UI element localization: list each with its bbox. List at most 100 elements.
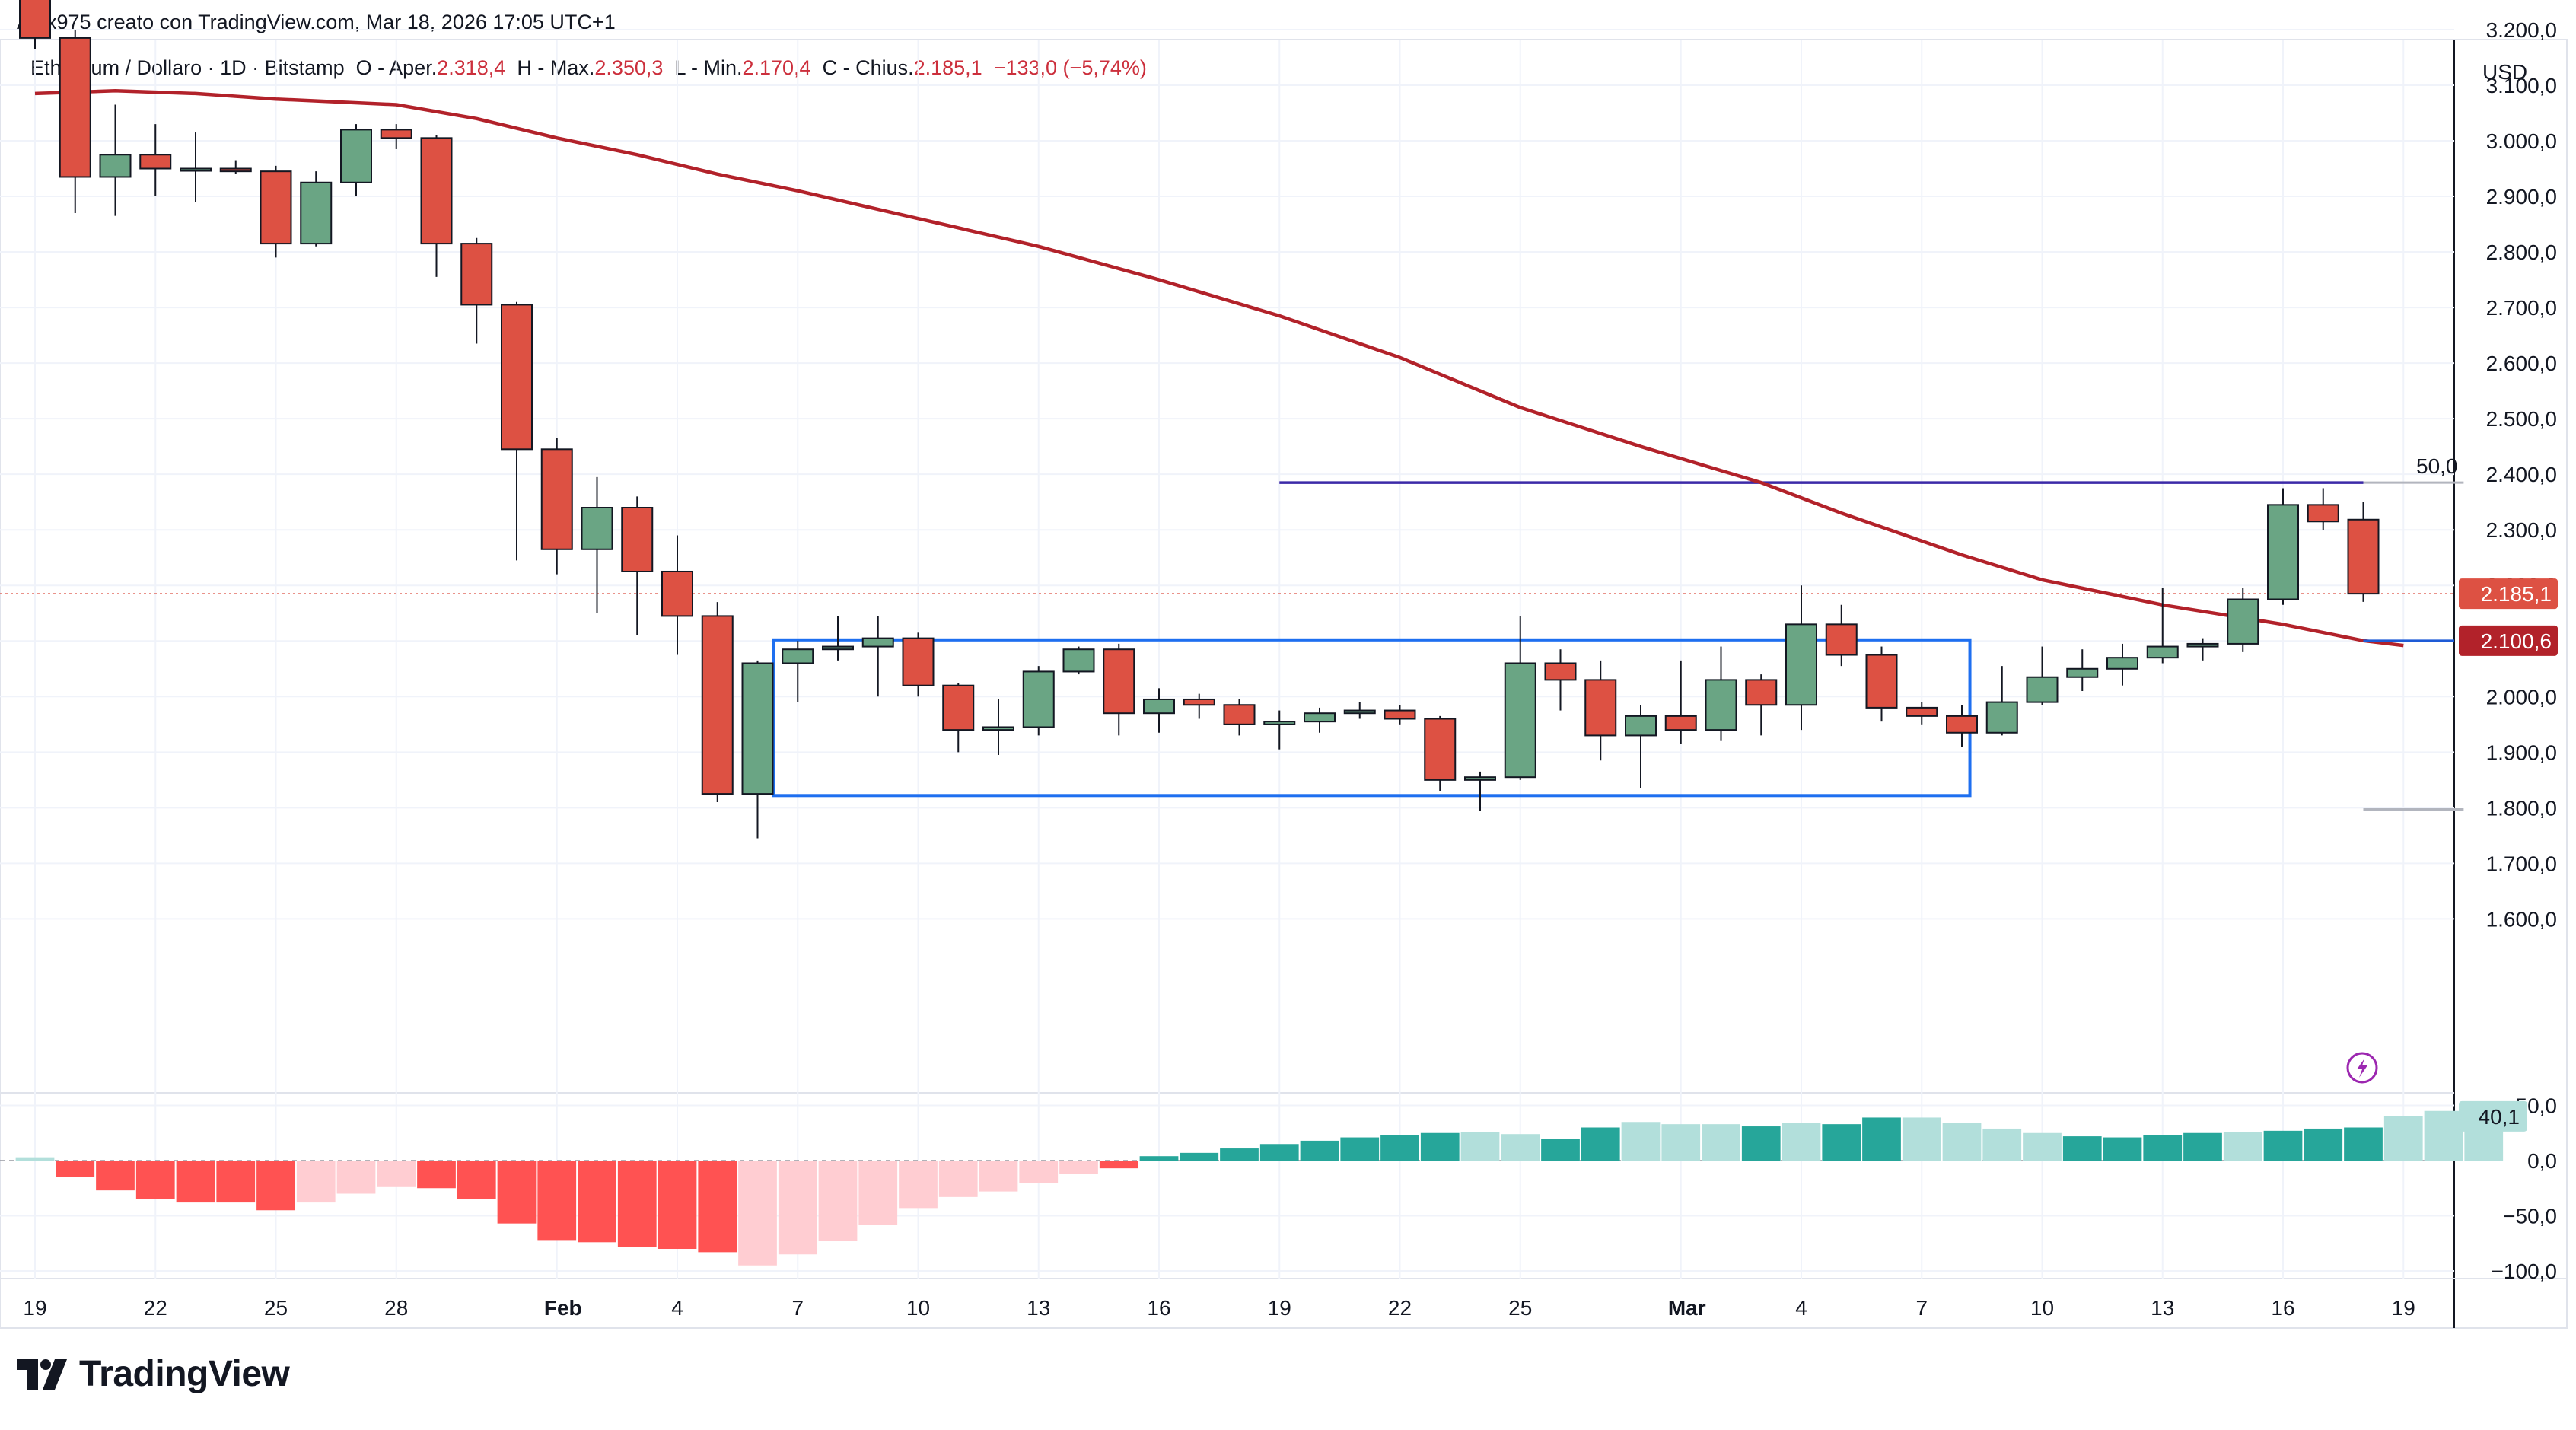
osc-last-tag-bg bbox=[2459, 1100, 2527, 1132]
histogram-bar bbox=[858, 1161, 898, 1225]
price-tick-label: 2.300,0 bbox=[2486, 518, 2557, 542]
price-tick-label: 1.900,0 bbox=[2486, 740, 2557, 764]
date-tick-label: 16 bbox=[2271, 1296, 2294, 1320]
candle-down bbox=[902, 637, 935, 686]
histogram-bar bbox=[96, 1161, 135, 1191]
histogram-bar bbox=[1019, 1161, 1059, 1183]
candle-up bbox=[1785, 623, 1817, 706]
histogram-bar bbox=[296, 1161, 336, 1203]
candle-up bbox=[2186, 642, 2219, 648]
candle-up bbox=[1985, 701, 2018, 734]
open-value: 2.318,4 bbox=[437, 56, 506, 79]
ma-value-tag-bg bbox=[2459, 625, 2558, 656]
histogram-bar bbox=[2304, 1128, 2343, 1161]
candle-up bbox=[1143, 698, 1175, 715]
candle-down bbox=[260, 170, 292, 245]
histogram-bar bbox=[2223, 1132, 2262, 1161]
histogram-bar bbox=[216, 1161, 256, 1203]
histogram-bar bbox=[1460, 1132, 1500, 1161]
candle-down bbox=[1544, 662, 1577, 681]
candle-down bbox=[1584, 679, 1617, 737]
candle-up bbox=[822, 645, 854, 651]
histogram-bar bbox=[2424, 1110, 2463, 1161]
tradingview-brand-name: TradingView bbox=[79, 1354, 290, 1394]
candle-down bbox=[1384, 709, 1416, 720]
price-tick-label: 1.800,0 bbox=[2486, 796, 2557, 820]
candle-up bbox=[2066, 667, 2099, 678]
candle-down bbox=[1103, 648, 1135, 715]
candle-down bbox=[540, 448, 573, 550]
low-value: 2.170,4 bbox=[742, 56, 811, 79]
candle-down bbox=[139, 154, 172, 170]
candle-down bbox=[501, 304, 533, 451]
histogram-bar bbox=[1420, 1132, 1460, 1161]
date-tick-label: Feb bbox=[544, 1296, 582, 1320]
candle-up bbox=[2026, 676, 2059, 703]
osc-tick-label: −100,0 bbox=[2492, 1260, 2557, 1283]
date-tick-label: Mar bbox=[1668, 1296, 1706, 1320]
date-tick-label: 13 bbox=[2151, 1296, 2174, 1320]
histogram-bar bbox=[537, 1161, 577, 1241]
price-tick-label: 2.900,0 bbox=[2486, 185, 2557, 209]
lightning-icon bbox=[2346, 1052, 2378, 1084]
candle-down bbox=[1825, 623, 1858, 656]
histogram-bar bbox=[1380, 1135, 1419, 1161]
histogram-bar bbox=[497, 1161, 537, 1224]
date-tick-label: 7 bbox=[791, 1296, 804, 1320]
histogram-bar bbox=[658, 1161, 697, 1249]
histogram-bar bbox=[1621, 1122, 1661, 1161]
histogram-bar bbox=[2023, 1132, 2062, 1161]
histogram-bar bbox=[578, 1161, 616, 1243]
date-tick-label: 4 bbox=[671, 1296, 683, 1320]
candle-down bbox=[1745, 679, 1778, 706]
price-tick-label: 1.700,0 bbox=[2486, 852, 2557, 875]
date-tick-label: 16 bbox=[1147, 1296, 1170, 1320]
candle-up bbox=[1464, 776, 1496, 781]
price-tick-label: 3.000,0 bbox=[2486, 129, 2557, 153]
histogram-bar bbox=[2344, 1127, 2383, 1161]
date-tick-label: 10 bbox=[2030, 1296, 2054, 1320]
candle-up bbox=[340, 129, 372, 183]
candle-up bbox=[1625, 715, 1657, 737]
candle-down bbox=[621, 506, 654, 572]
histogram-bar bbox=[938, 1161, 978, 1197]
candle-down bbox=[1906, 706, 1938, 717]
date-tick-label: 22 bbox=[144, 1296, 167, 1320]
price-tick-label: 2.400,0 bbox=[2486, 463, 2557, 486]
histogram-bar bbox=[1340, 1137, 1380, 1161]
price-tick-label: 2.000,0 bbox=[2486, 685, 2557, 709]
date-tick-label: 4 bbox=[1795, 1296, 1807, 1320]
candle-down bbox=[420, 137, 453, 245]
histogram-bar bbox=[2263, 1130, 2303, 1161]
price-tick-label: 3.200,0 bbox=[2486, 18, 2557, 42]
candle-down bbox=[1183, 698, 1215, 706]
histogram-bar bbox=[1862, 1117, 1901, 1161]
date-tick-label: 22 bbox=[1388, 1296, 1412, 1320]
histogram-bar bbox=[1822, 1124, 1861, 1161]
candle-up bbox=[2227, 598, 2259, 645]
candle-down bbox=[219, 167, 252, 173]
tradingview-logo: TradingView bbox=[17, 1353, 290, 1395]
candle-down bbox=[59, 37, 91, 178]
candle-down bbox=[942, 684, 975, 731]
histogram-bar bbox=[135, 1161, 175, 1199]
candles-group bbox=[19, 0, 2380, 839]
price-tick-label: 2.800,0 bbox=[2486, 240, 2557, 264]
candle-down bbox=[661, 570, 693, 617]
high-value: 2.350,3 bbox=[594, 56, 664, 79]
price-tick-label: 2.500,0 bbox=[2486, 407, 2557, 431]
close-label: C - Chius. bbox=[822, 56, 914, 79]
histogram-bar bbox=[417, 1161, 456, 1189]
candle-down bbox=[1946, 715, 1978, 734]
histogram-bar bbox=[1702, 1124, 1740, 1161]
high-label: H - Max. bbox=[517, 56, 595, 79]
price-tick-label: 2.700,0 bbox=[2486, 296, 2557, 320]
histogram-bar bbox=[778, 1161, 817, 1255]
date-tick-label: 25 bbox=[264, 1296, 288, 1320]
tradingview-logo-icon bbox=[17, 1358, 70, 1390]
date-tick-label: 19 bbox=[2392, 1296, 2415, 1320]
histogram-bar bbox=[56, 1161, 95, 1177]
date-tick-label: 25 bbox=[1508, 1296, 1532, 1320]
histogram-bar bbox=[738, 1161, 777, 1266]
